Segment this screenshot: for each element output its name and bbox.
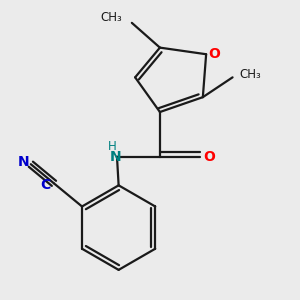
Text: C: C	[40, 178, 51, 192]
Text: N: N	[110, 150, 121, 164]
Text: CH₃: CH₃	[239, 68, 261, 80]
Text: N: N	[18, 154, 29, 169]
Text: H: H	[108, 140, 116, 152]
Text: O: O	[208, 47, 220, 61]
Text: O: O	[203, 150, 215, 164]
Text: CH₃: CH₃	[100, 11, 122, 24]
